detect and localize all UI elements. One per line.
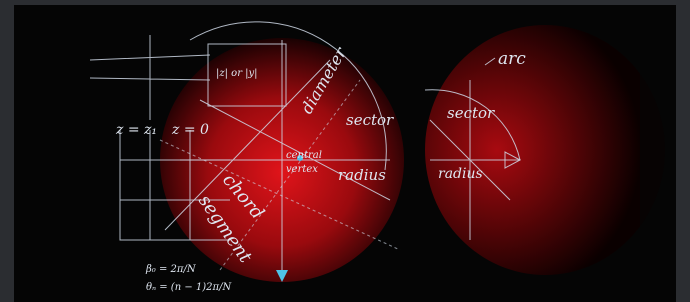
label: θₙ = (n − 1)2π/N [146,282,232,293]
label: radius [338,166,386,184]
label: β₀ = 2π/N [145,264,197,275]
page: {"image": {"labels": { "arc": "arc", "se… [0,0,690,302]
label: arc [498,49,526,69]
label: radius [438,166,483,182]
label: sector [346,111,394,129]
label: |z| or |y| [216,68,258,79]
label: vertex [286,164,318,175]
label: central [286,150,322,161]
label: sector [447,104,495,122]
label: z = z₁ [115,122,157,138]
label: z = 0 [171,122,209,138]
screenshot: arc sector radius diameter sector centra… [0,0,690,302]
shade [640,5,676,302]
right-sphere [425,25,665,275]
